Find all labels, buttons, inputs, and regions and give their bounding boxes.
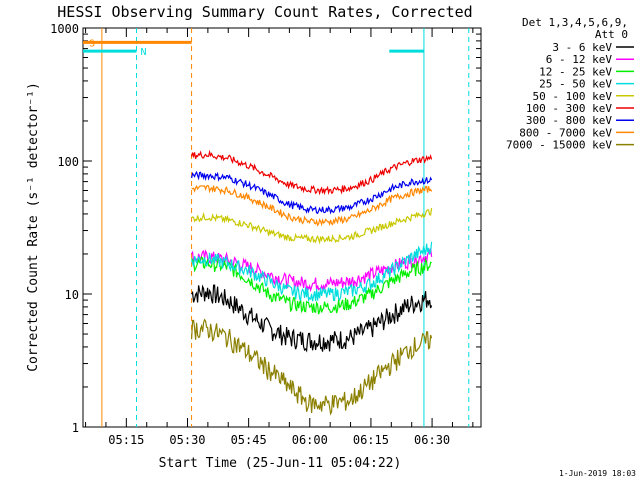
legend-header-line-1: Det 1,3,4,5,6,9, <box>522 16 628 29</box>
legend-label: 3 - 6 keV <box>552 41 612 54</box>
legend-label: 25 - 50 keV <box>539 78 612 91</box>
legend-label: 12 - 25 keV <box>539 65 612 78</box>
legend-label: 7000 - 15000 keV <box>506 139 612 152</box>
legend-label: 300 - 800 keV <box>526 114 612 127</box>
legend-label: 6 - 12 keV <box>546 53 613 66</box>
x-axis-label: Start Time (25-Jun-11 05:04:22) <box>159 456 402 471</box>
series-line-9 <box>191 318 433 416</box>
y-tick-label: 10 <box>65 288 79 302</box>
series-line-7 <box>191 170 433 215</box>
x-tick-label: 06:00 <box>292 433 328 447</box>
legend-label: 800 - 7000 keV <box>519 126 612 139</box>
y-axis-label: Corrected Count Rate (s⁻¹ detector⁻¹) <box>26 82 41 372</box>
y-tick-label: 1 <box>72 421 79 435</box>
x-tick-label: 05:45 <box>231 433 267 447</box>
axes-frame <box>82 27 482 428</box>
x-tick-label: 05:15 <box>108 433 144 447</box>
x-tick-label: 06:30 <box>414 433 450 447</box>
series-line-8 <box>191 184 433 227</box>
series-line-3 <box>191 256 432 315</box>
series-line-1 <box>191 284 433 353</box>
footer-date: 1-Jun-2019 18:03 <box>559 469 636 478</box>
series-line-5 <box>191 207 433 245</box>
flag-label: S <box>89 38 95 49</box>
legend-label: 100 - 300 keV <box>526 102 612 115</box>
x-tick-label: 05:30 <box>169 433 205 447</box>
series-line-6 <box>191 149 433 196</box>
plot-area: 1 10 100 1000 05:15 05:30 05:45 06:00 06:15 06:30… <box>50 22 482 447</box>
chart-title: HESSI Observing Summary Count Rates, Cor… <box>57 3 472 21</box>
series-line-4 <box>191 241 433 303</box>
legend-header-line-2: Att 0 <box>595 28 628 41</box>
y-tick-label: 1000 <box>50 22 79 36</box>
flag-label: N <box>141 47 147 58</box>
legend-label: 50 - 100 keV <box>533 90 613 103</box>
y-tick-label: 100 <box>57 155 79 169</box>
x-tick-label: 06:15 <box>353 433 389 447</box>
